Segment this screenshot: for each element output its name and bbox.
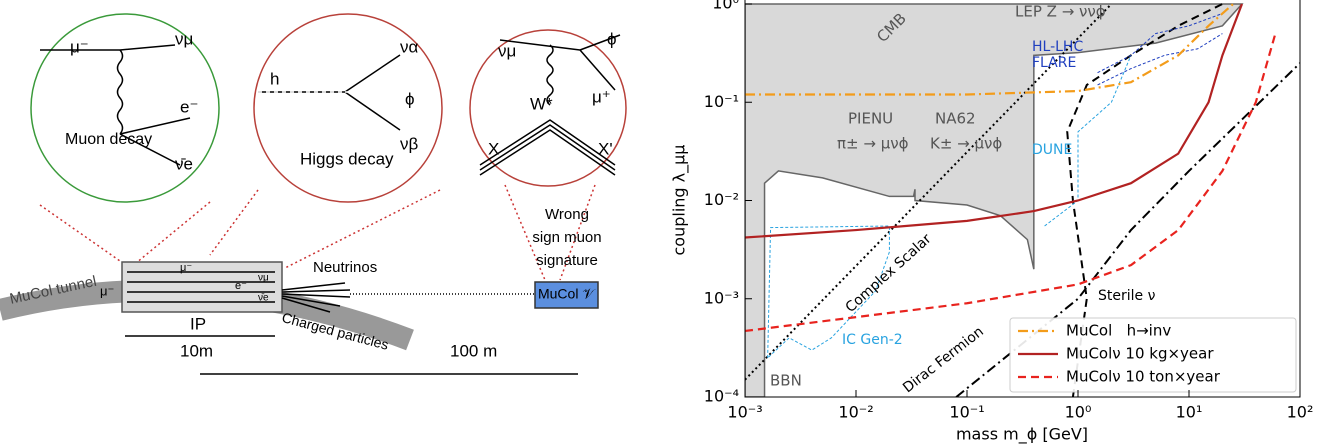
label: MuCol 𝒱 [538, 286, 596, 302]
y-tick-label: 10⁻² [704, 190, 739, 209]
legend-label: MuCol h→inv [1066, 322, 1171, 340]
curve-label: Sterile ν [1098, 288, 1156, 304]
label: e⁻ [235, 280, 247, 292]
label: 10m [180, 341, 213, 360]
caption: signature [536, 252, 598, 269]
legend-label: MuColν 10 kg×year [1066, 345, 1214, 363]
label: h [270, 69, 279, 88]
curve-label: Complex Scalar [843, 231, 935, 316]
x-tick-label: 10² [1287, 403, 1314, 422]
label: e⁻ [180, 97, 198, 116]
label: W* [530, 94, 553, 113]
x-tick-label: 10⁻² [838, 403, 873, 422]
label: μ⁻ [180, 262, 192, 274]
figure: μ⁻ νμ e⁻ ν̄e Muon decay h να ϕ νβ Higgs … [0, 0, 1320, 445]
curve-label: FLARE [1032, 55, 1076, 71]
curve-label: Dirac Fermion [900, 324, 987, 397]
y-tick-label: 10⁻¹ [704, 92, 739, 111]
ip-box [122, 262, 282, 312]
region-label: π± → μνϕ [837, 135, 909, 153]
x-axis-label: mass m_ϕ [GeV] [956, 425, 1088, 445]
plot: CMB LEP Z → ννϕ PIENU π± → μνϕ NA62 K± →… [670, 0, 1314, 445]
label: Neutrinos [313, 259, 377, 276]
region-label: PIENU [848, 110, 893, 128]
x-tick-label: 10⁻¹ [949, 403, 984, 422]
label: νμ [498, 41, 516, 60]
legend-label: MuColν 10 ton×year [1066, 368, 1221, 386]
label: νβ [400, 134, 419, 153]
caption: Higgs decay [300, 149, 394, 168]
label: X [488, 139, 499, 158]
page: μ⁻ νμ e⁻ ν̄e Muon decay h να ϕ νβ Higgs … [0, 0, 1320, 445]
curve-label: HL-LHC [1032, 39, 1083, 55]
curve [1045, 55, 1131, 226]
label: IP [190, 314, 206, 333]
curve-label: DUNE [1032, 142, 1072, 158]
label: νμ [258, 273, 269, 284]
y-tick-label: 10⁰ [712, 0, 739, 13]
label: νμ [175, 29, 193, 48]
label: μ⁺ [592, 87, 611, 106]
diagram: μ⁻ νμ e⁻ ν̄e Muon decay h να ϕ νβ Higgs … [0, 14, 626, 374]
label: ϕ [405, 89, 415, 108]
x-tick-label: 10¹ [1176, 403, 1203, 422]
label: να [400, 37, 419, 56]
label: ν̄e [258, 293, 269, 304]
region-label: NA62 [935, 110, 976, 128]
caption: sign muon [532, 229, 601, 246]
label: 100 m [450, 341, 497, 360]
y-tick-label: 10⁻³ [704, 288, 739, 307]
y-axis-label: coupling λ_μμ [670, 145, 690, 256]
label: μ⁻ [70, 37, 89, 56]
y-tick-label: 10⁻⁴ [704, 387, 739, 406]
label: μ⁻ [100, 283, 114, 298]
curve-label: IC Gen-2 [842, 332, 903, 348]
label: ϕ [607, 29, 617, 48]
label: X' [598, 139, 613, 158]
caption: Muon decay [65, 131, 152, 148]
region-label: BBN [770, 372, 802, 390]
caption: Wrong [545, 206, 589, 223]
x-tick-label: 10⁰ [1065, 403, 1092, 422]
region-label: LEP Z → ννϕ [1015, 3, 1106, 21]
region-label: K± → μνϕ [930, 135, 1002, 153]
label: ν̄e [175, 154, 193, 173]
